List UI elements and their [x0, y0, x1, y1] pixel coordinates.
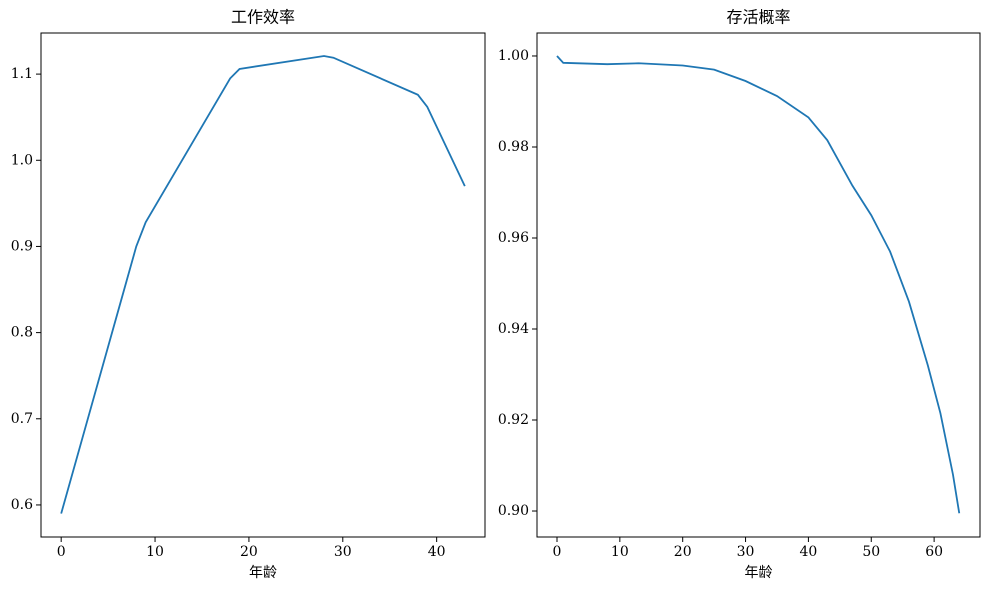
y-tick-label: 0.6: [11, 497, 33, 513]
y-tick-label: 0.9: [11, 238, 33, 254]
line-series: [60, 55, 466, 514]
x-tick-label: 10: [146, 544, 164, 560]
x-tick-label: 10: [611, 544, 629, 560]
x-tick-label: 30: [737, 544, 755, 560]
y-tick-label: 0.94: [498, 321, 529, 337]
x-tick-label: 20: [240, 544, 258, 560]
plot-frame: [40, 32, 486, 538]
x-tick-label: 50: [862, 544, 880, 560]
plot-frame: [536, 32, 981, 538]
x-tick-label: 40: [799, 544, 817, 560]
chart-title: 存活概率: [726, 8, 790, 27]
y-tick-label: 1.00: [498, 48, 529, 64]
x-tick-label: 0: [57, 544, 66, 560]
x-tick-label: 20: [674, 544, 692, 560]
x-tick-label: 60: [925, 544, 943, 560]
line-series: [556, 55, 961, 514]
y-tick-label: 1.1: [11, 66, 33, 82]
y-tick-label: 1.0: [11, 152, 33, 168]
y-tick-label: 0.7: [11, 411, 33, 427]
y-tick-label: 0.92: [498, 412, 529, 428]
x-tick-label: 0: [553, 544, 562, 560]
y-tick-label: 0.98: [498, 139, 529, 155]
x-tick-label: 40: [428, 544, 446, 560]
y-tick-label: 0.90: [498, 503, 529, 519]
x-tick-label: 30: [334, 544, 352, 560]
y-tick-label: 0.96: [498, 230, 529, 246]
x-axis-label: 年龄: [249, 565, 277, 581]
x-axis-label: 年龄: [745, 565, 773, 581]
y-tick-label: 0.8: [11, 325, 33, 341]
chart-title: 工作效率: [231, 8, 295, 27]
